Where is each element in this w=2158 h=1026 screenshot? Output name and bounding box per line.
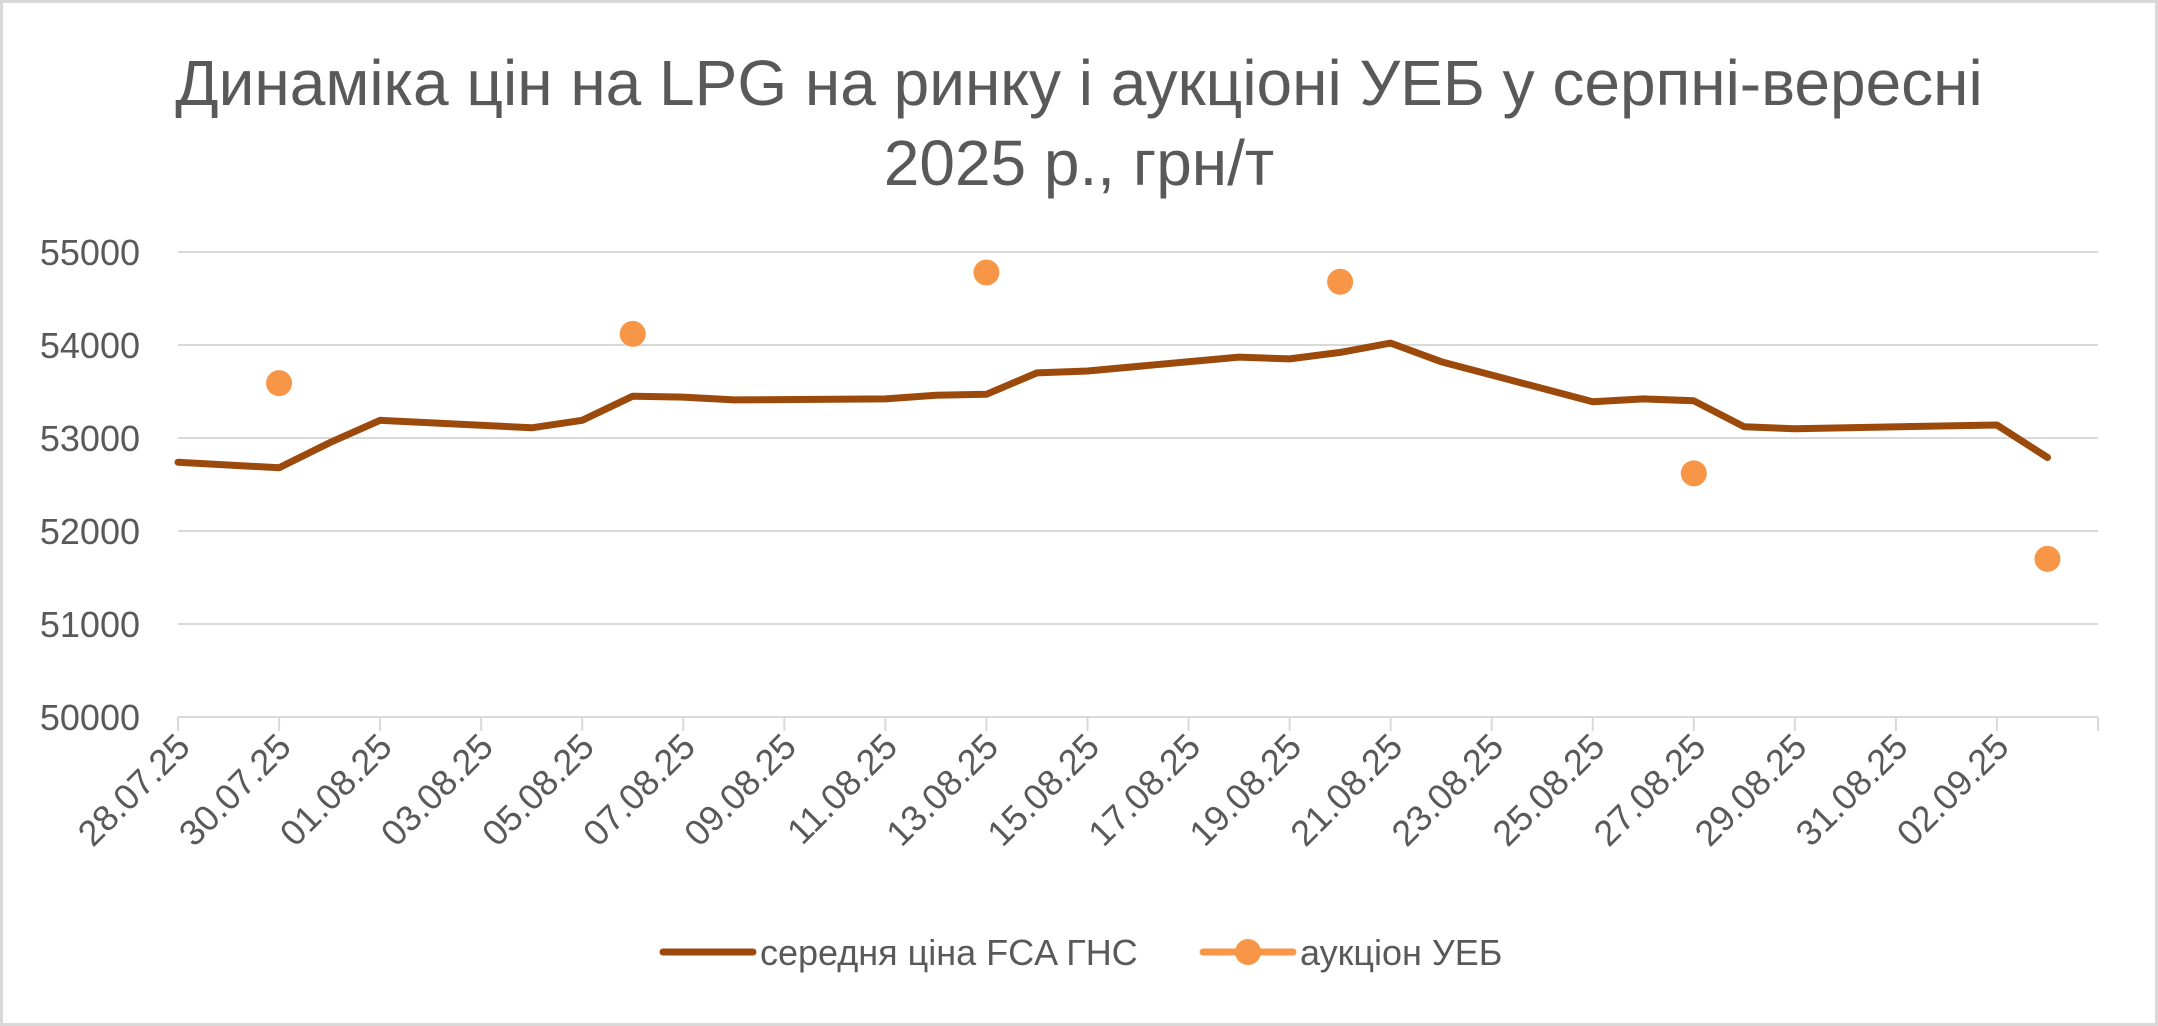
auction-marker xyxy=(2034,545,2061,572)
series-markers-auction xyxy=(266,259,2061,572)
legend-label-auction: аукціон УЕБ xyxy=(1300,932,1502,973)
chart-title-line-2: 2025 р., грн/т xyxy=(884,127,1274,199)
auction-marker xyxy=(1327,268,1354,295)
y-tick-label: 55000 xyxy=(40,232,140,273)
legend-label-average-price: середня ціна FCA ГНС xyxy=(760,932,1138,973)
auction-marker xyxy=(1680,460,1707,487)
legend-swatch-marker xyxy=(1235,939,1261,965)
legend-item-average-price[interactable]: середня ціна FCA ГНС xyxy=(659,932,1138,973)
y-tick-label: 52000 xyxy=(40,511,140,552)
gridlines xyxy=(178,251,2098,625)
y-tick-label: 54000 xyxy=(40,325,140,366)
y-tick-label: 53000 xyxy=(40,418,140,459)
y-axis-tick-labels: 50000 51000 52000 53000 54000 55000 xyxy=(40,232,140,738)
auction-marker xyxy=(619,320,646,347)
legend-item-auction[interactable]: аукціон УЕБ xyxy=(1199,932,1502,973)
auction-marker xyxy=(266,370,293,397)
series-line-average-price xyxy=(174,339,2051,472)
y-tick-label: 50000 xyxy=(40,697,140,738)
y-tick-label: 51000 xyxy=(40,604,140,645)
legend: середня ціна FCA ГНС аукціон УЕБ xyxy=(659,932,1502,973)
series-line-path xyxy=(174,339,2051,472)
chart-title-line-1: Динаміка цін на LPG на ринку і аукціоні … xyxy=(175,47,1982,119)
auction-marker xyxy=(973,259,1000,286)
